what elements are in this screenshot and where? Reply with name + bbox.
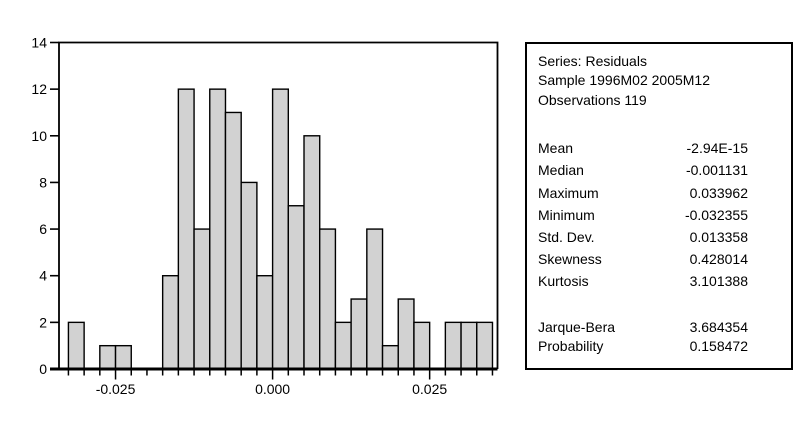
histogram-bar bbox=[209, 88, 227, 370]
stats-header: Series: Residuals Sample 1996M02 2005M12… bbox=[527, 44, 791, 110]
histogram-bar bbox=[256, 275, 274, 370]
y-axis-tick-label: 12 bbox=[31, 81, 47, 97]
stat-label: Kurtosis bbox=[538, 273, 589, 290]
stat-label: Jarque-Bera bbox=[538, 318, 616, 335]
stat-label: Median bbox=[538, 162, 584, 179]
stat-value: -0.032355 bbox=[684, 206, 748, 223]
histogram-bar bbox=[271, 88, 290, 370]
stat-row: Skewness 0.428014 bbox=[538, 248, 748, 270]
x-axis: -0.025 0.000 0.025 bbox=[67, 370, 494, 397]
histogram-bar bbox=[397, 298, 415, 370]
histogram-bar bbox=[460, 321, 478, 370]
histogram-bar bbox=[319, 228, 337, 370]
sample-line: Sample 1996M02 2005M12 bbox=[538, 72, 711, 89]
observations-line: Observations 119 bbox=[538, 91, 647, 108]
stat-value: 3.684354 bbox=[689, 318, 748, 335]
y-axis-tick-label: 2 bbox=[39, 314, 47, 330]
histogram-bar bbox=[161, 275, 180, 370]
histogram-bar bbox=[303, 135, 321, 370]
histogram-bar bbox=[193, 228, 211, 370]
descriptive-stats-rows: Mean -2.94E-15 Median -0.001131 Maximum … bbox=[527, 137, 791, 292]
stat-label: Minimum bbox=[538, 206, 595, 223]
y-axis-tick-label: 14 bbox=[31, 35, 47, 51]
y-axis-tick-label: 6 bbox=[39, 221, 47, 237]
histogram-bar bbox=[381, 344, 399, 370]
y-axis-tick-label: 10 bbox=[31, 128, 47, 144]
stat-label: Maximum bbox=[538, 184, 599, 201]
stat-value: 0.033962 bbox=[689, 184, 748, 201]
histogram-bars bbox=[67, 88, 494, 370]
stat-row: Median -0.001131 bbox=[538, 159, 748, 181]
stat-value: 0.428014 bbox=[689, 251, 748, 268]
x-axis-tick-label: -0.025 bbox=[96, 381, 136, 397]
y-axis-tick-label: 0 bbox=[39, 361, 47, 377]
y-axis-tick-label: 8 bbox=[39, 174, 47, 190]
histogram-bar bbox=[444, 321, 462, 370]
histogram-bar bbox=[177, 88, 195, 370]
stat-row: Minimum -0.032355 bbox=[538, 204, 748, 226]
stat-label: Skewness bbox=[538, 251, 602, 268]
histogram-bar bbox=[350, 298, 368, 370]
stat-label: Probability bbox=[538, 338, 604, 355]
histogram-bar bbox=[99, 344, 117, 370]
x-axis-tick-label: 0.025 bbox=[412, 381, 447, 397]
stat-row: Maximum 0.033962 bbox=[538, 182, 748, 204]
x-axis-tick-label: 0.000 bbox=[255, 381, 290, 397]
y-axis-tick-label: 4 bbox=[39, 268, 47, 284]
stat-row: Std. Dev. 0.013358 bbox=[538, 226, 748, 248]
histogram-bar bbox=[240, 181, 258, 370]
series-line: Series: Residuals bbox=[538, 53, 647, 69]
histogram-bar bbox=[67, 321, 85, 370]
histogram-bar bbox=[476, 321, 494, 370]
stat-value: 0.013358 bbox=[689, 229, 748, 246]
stat-value: 0.158472 bbox=[689, 338, 748, 355]
histogram-bar bbox=[224, 111, 242, 370]
stat-value: -2.94E-15 bbox=[686, 140, 748, 157]
histogram-bar bbox=[334, 321, 352, 370]
stat-row: Probability 0.158472 bbox=[538, 337, 748, 356]
histogram-bar bbox=[114, 344, 132, 370]
normality-test-rows: Jarque-Bera 3.684354 Probability 0.15847… bbox=[527, 318, 791, 357]
stat-label: Std. Dev. bbox=[538, 229, 595, 246]
stat-value: -0.001131 bbox=[685, 162, 748, 179]
y-axis: 0 2 4 6 8 10 12 14 bbox=[31, 35, 59, 377]
histogram-bar bbox=[366, 228, 384, 370]
stat-label: Mean bbox=[538, 140, 574, 157]
stat-row: Jarque-Bera 3.684354 bbox=[538, 318, 748, 337]
stats-panel: Series: Residuals Sample 1996M02 2005M12… bbox=[525, 42, 793, 370]
stat-row: Mean -2.94E-15 bbox=[538, 137, 748, 159]
histogram-bar bbox=[413, 321, 431, 370]
stat-value: 3.101388 bbox=[689, 273, 748, 290]
stat-row: Kurtosis 3.101388 bbox=[538, 270, 748, 292]
histogram-bar bbox=[287, 205, 305, 370]
residuals-histogram-chart: -0.025 0.000 0.025 0 2 4 6 8 10 12 14 bbox=[31, 35, 499, 397]
plot-frame bbox=[58, 41, 499, 369]
